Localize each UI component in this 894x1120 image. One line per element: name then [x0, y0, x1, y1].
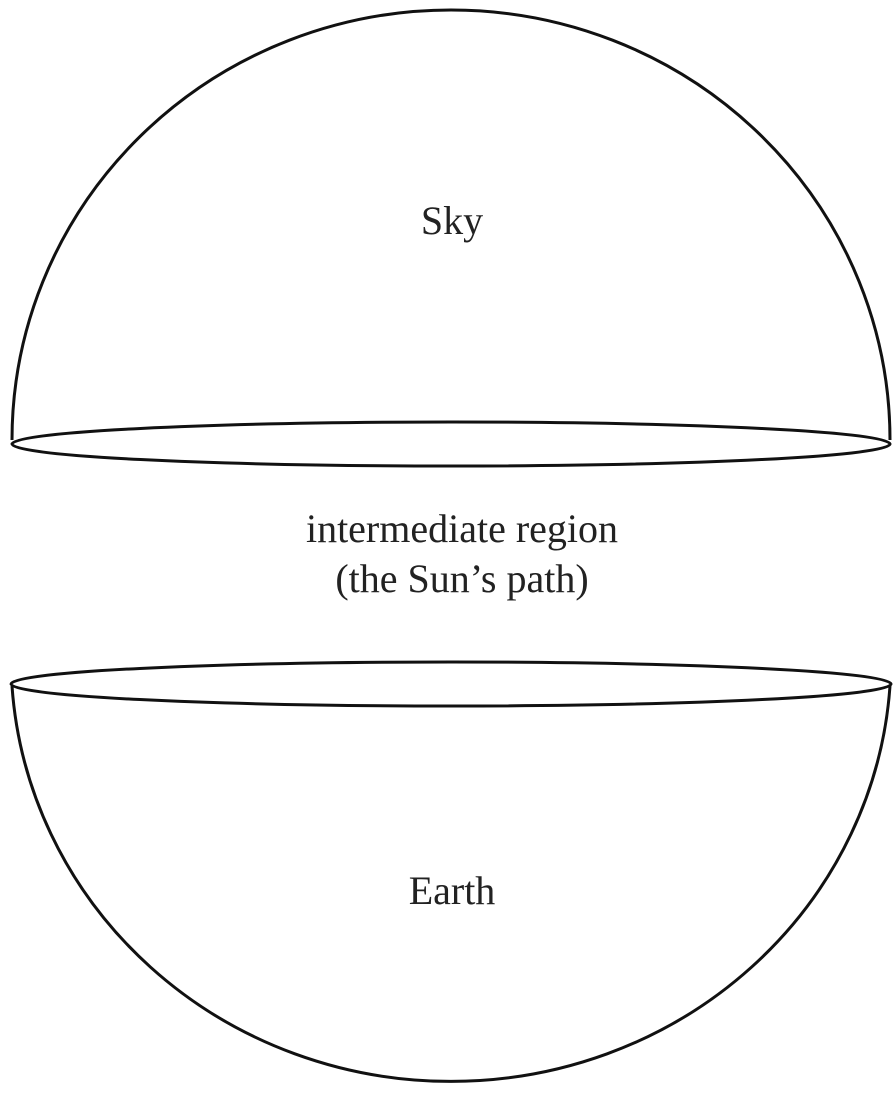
diagram: Sky intermediate region (the Sun’s path)… [0, 0, 894, 1120]
sky-label: Sky [421, 198, 483, 243]
earth-label: Earth [409, 868, 496, 913]
earth-rim [11, 662, 891, 706]
region-sublabel: (the Sun’s path) [335, 556, 588, 601]
sky-rim [12, 422, 890, 466]
page: Sky intermediate region (the Sun’s path)… [0, 0, 894, 1120]
region-label: intermediate region [306, 506, 618, 551]
